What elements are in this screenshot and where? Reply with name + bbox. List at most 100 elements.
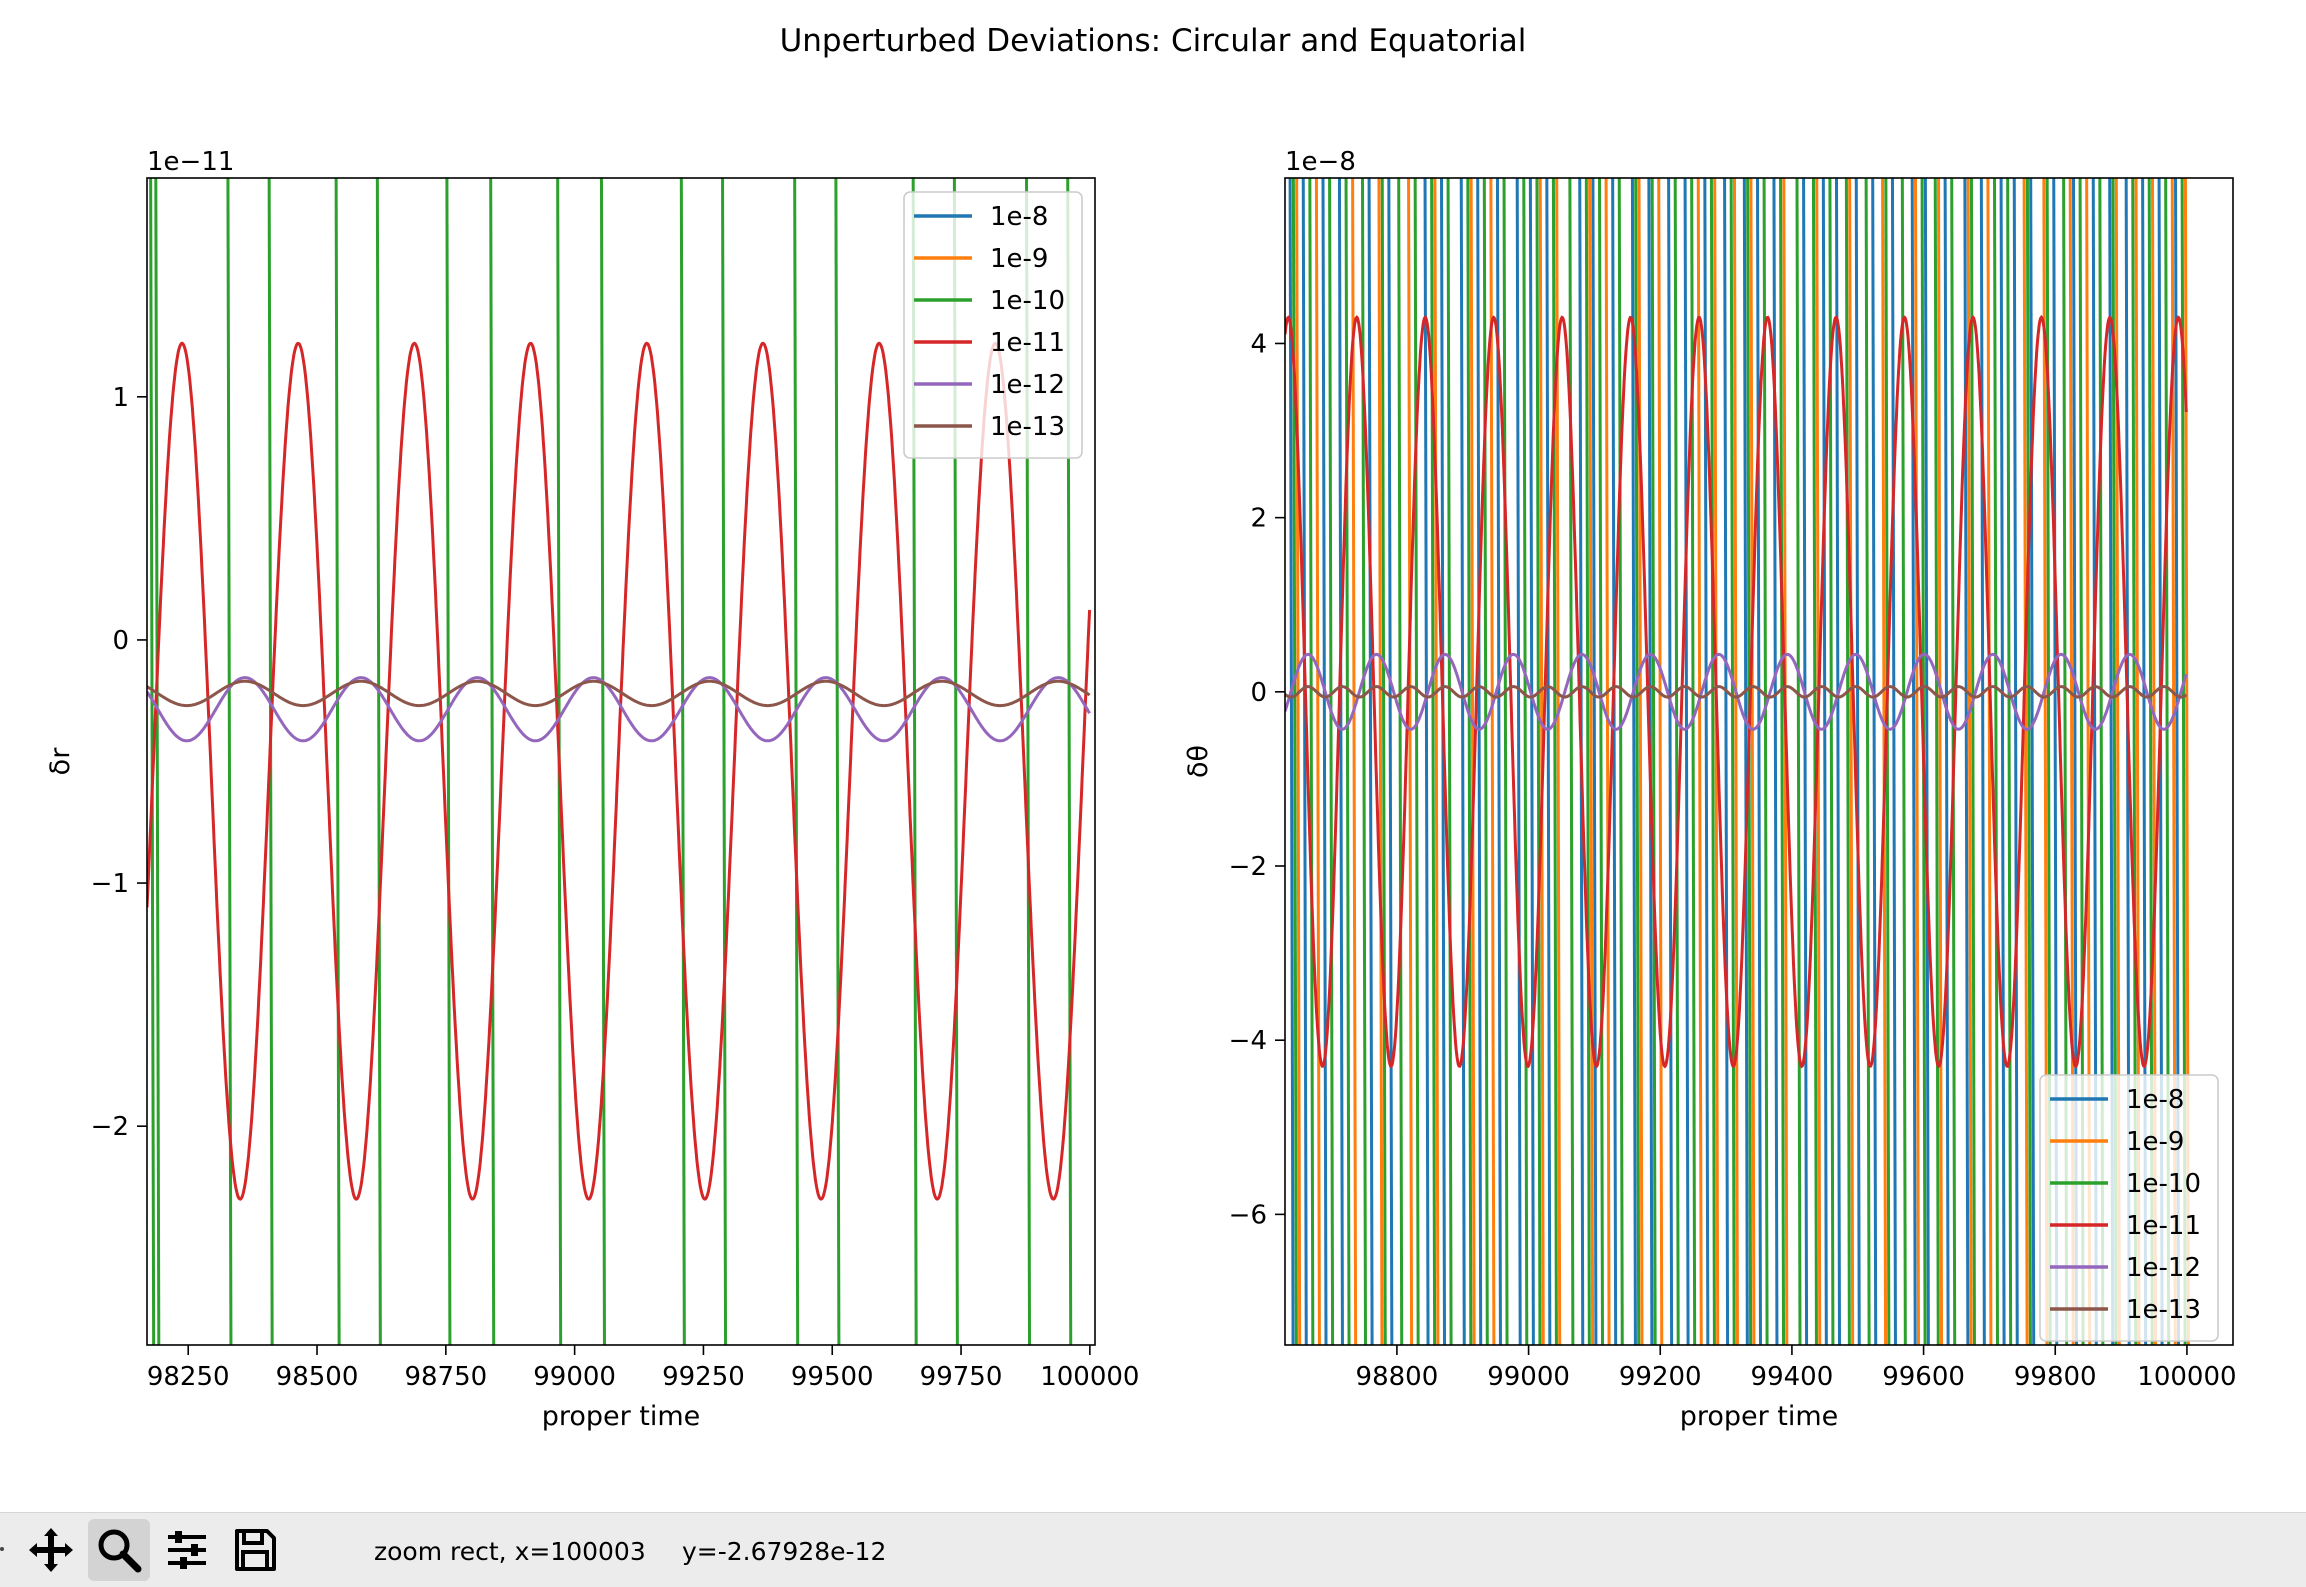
y-tick-label: 0 — [112, 626, 129, 656]
series-line-segment — [2029, 178, 2036, 1345]
legend: 1e-8 1e-9 1e-10 1e-11 1e-12 1e-13 — [903, 191, 1083, 459]
series-line-segment — [1344, 178, 1351, 1345]
series-line-segment — [1588, 178, 1595, 1345]
legend-label: 1e-12 — [2126, 1253, 2201, 1283]
save-button[interactable] — [224, 1519, 286, 1581]
series-line-segment — [1617, 178, 1624, 1345]
subplots-button[interactable] — [156, 1519, 218, 1581]
status-mode-text: zoom rect, x=100003 — [374, 1537, 646, 1566]
series-line-segment — [1637, 178, 1644, 1345]
series-1e-12-line — [1285, 652, 2188, 731]
series-line-segment — [1502, 178, 1509, 1345]
series-line-segment — [1482, 178, 1489, 1345]
series-1e-10-line — [149, 178, 1073, 1345]
series-line-segment — [1756, 178, 1762, 1345]
series-line-segment — [1535, 178, 1542, 1345]
series-line-segment — [1387, 178, 1394, 1345]
navigation-toolbar: zoom rect, x=100003 y=-2.67928e-12 — [0, 1512, 2306, 1587]
legend-label: 1e-10 — [990, 286, 1065, 316]
series-line-segment — [1683, 178, 1690, 1345]
series-line-segment — [1337, 178, 1344, 1345]
series-line-segment — [226, 178, 233, 1345]
pan-button[interactable] — [20, 1519, 82, 1581]
y-axis-label: δr — [45, 747, 76, 776]
legend-label: 1e-8 — [990, 202, 1048, 232]
series-line-segment — [1328, 178, 1335, 1345]
legend-label: 1e-9 — [2126, 1127, 2184, 1157]
series-line-segment — [1295, 178, 1302, 1345]
x-tick-label: 98800 — [1356, 1362, 1439, 1392]
series-line-segment — [1308, 178, 1315, 1345]
series-line-segment — [1301, 178, 1308, 1345]
zoom-button[interactable] — [88, 1519, 150, 1581]
legend: 1e-8 1e-9 1e-10 1e-11 1e-12 1e-13 — [2039, 1074, 2219, 1342]
series-line-segment — [1466, 178, 1473, 1345]
series-line-segment — [1446, 178, 1453, 1345]
x-tick-label: 99800 — [2014, 1362, 2097, 1392]
series-line-segment — [1611, 178, 1618, 1345]
series-line-segment — [793, 178, 800, 1345]
axis-offset-text: 1e−11 — [147, 147, 234, 177]
series-line-segment — [1551, 178, 1558, 1345]
series-line-segment — [2025, 178, 2032, 1345]
legend-label: 1e-11 — [2126, 1211, 2201, 1241]
y-tick-label: 0 — [1250, 678, 1267, 708]
series-line-segment — [154, 178, 161, 1345]
series-line-segment — [1568, 178, 1575, 1345]
series-line-segment — [1489, 178, 1496, 1345]
series-1e-10-line — [1291, 178, 2187, 1345]
series-line-segment — [1923, 178, 1930, 1345]
x-tick-label: 100000 — [1040, 1362, 1139, 1392]
toolbar-edge-indicator — [0, 1547, 4, 1551]
series-line-segment — [445, 178, 452, 1345]
legend-label: 1e-13 — [2126, 1295, 2201, 1325]
legend-label: 1e-9 — [990, 244, 1048, 274]
plot-area — [147, 178, 1092, 1345]
figure-canvas[interactable]: Unperturbed Deviations: Circular and Equ… — [0, 0, 2306, 1512]
series-line-segment — [1729, 178, 1736, 1345]
save-icon — [235, 1529, 276, 1571]
series-line-segment — [1495, 178, 1502, 1345]
series-line-segment — [834, 178, 841, 1345]
series-line-segment — [1604, 178, 1611, 1345]
series-line-segment — [1380, 178, 1387, 1345]
series-line-segment — [1993, 178, 1999, 1345]
series-line-segment — [1469, 178, 1476, 1345]
series-1e-11-line — [147, 341, 1092, 1201]
y-tick-label: −6 — [1229, 1200, 1267, 1230]
y-tick-label: −1 — [91, 869, 129, 899]
axes-frame — [1284, 177, 2234, 1346]
series-line-segment — [1650, 178, 1657, 1345]
left-axes[interactable]: 98250 98500 98750 99000 99250 99500 99750 10000… — [45, 147, 1139, 1432]
y-tick-label: 4 — [1250, 329, 1267, 359]
series-line-segment — [1795, 178, 1802, 1345]
x-tick-label: 100000 — [2137, 1362, 2236, 1392]
series-line-segment — [1288, 178, 1295, 1345]
series-line-segment — [1591, 178, 1598, 1345]
series-line-segment — [1413, 178, 1420, 1345]
y-tick-label: −4 — [1229, 1026, 1267, 1056]
series-line-segment — [1377, 178, 1384, 1345]
series-line-segment — [599, 178, 606, 1345]
y-tick-label: −2 — [91, 1112, 129, 1142]
right-axes[interactable]: 98800 99000 99200 99400 99600 99800 100000 −6 −4… — [1183, 147, 2237, 1432]
series-line-segment — [1584, 178, 1591, 1345]
series-line-segment — [1657, 178, 1664, 1345]
x-tick-label: 99600 — [1882, 1362, 1965, 1392]
series-line-segment — [679, 178, 686, 1345]
figure-title: Unperturbed Deviations: Circular and Equ… — [780, 23, 1527, 59]
series-line-segment — [1667, 178, 1674, 1345]
axis-offset-text: 1e−8 — [1285, 147, 1356, 177]
x-tick-label: 98750 — [404, 1362, 487, 1392]
series-line-segment — [1351, 178, 1358, 1345]
series-line-segment — [1528, 178, 1535, 1345]
y-axis-label: δθ — [1183, 745, 1214, 778]
series-line-segment — [1871, 178, 1878, 1345]
y-tick-label: −2 — [1229, 852, 1267, 882]
x-tick-label: 98500 — [276, 1362, 359, 1392]
series-line-segment — [1762, 178, 1769, 1345]
series-line-segment — [1749, 178, 1756, 1345]
x-axis-label: proper time — [542, 1401, 701, 1432]
series-line-segment — [1713, 178, 1720, 1345]
series-line-segment — [1854, 178, 1861, 1345]
